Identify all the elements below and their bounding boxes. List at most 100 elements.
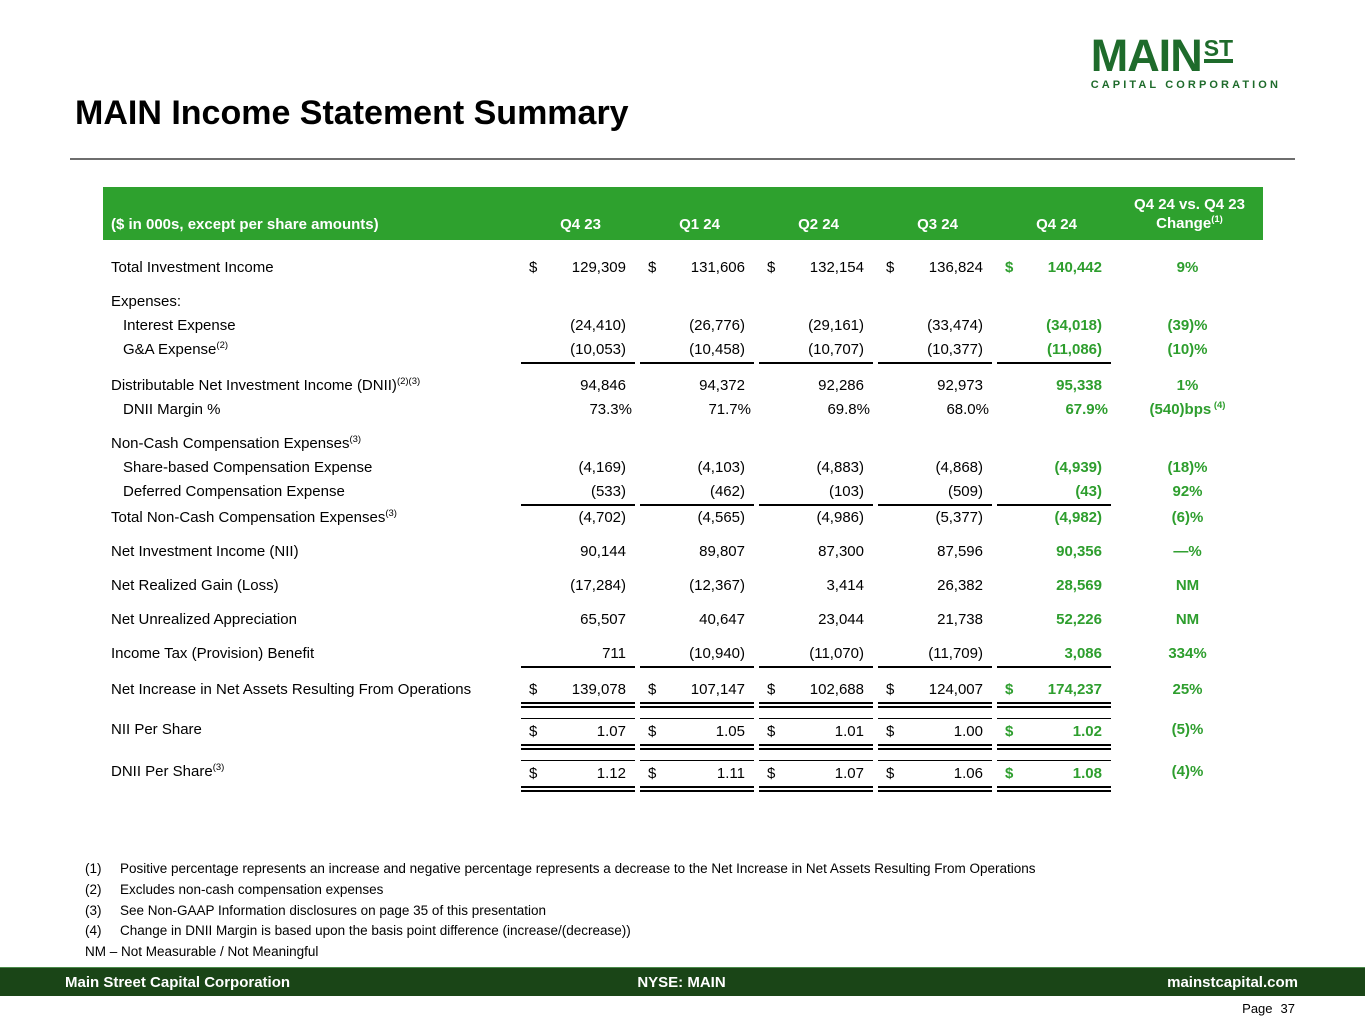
value-cell: 23,044 (759, 608, 878, 632)
change-cell: (6)% (1171, 509, 1204, 526)
footer-bar: Main Street Capital Corporation NYSE: MA… (0, 967, 1365, 996)
value-cell: (4,868) (878, 456, 997, 480)
cell-value: (4,702) (578, 509, 626, 526)
table-header-label: ($ in 000s, except per share amounts) (111, 216, 379, 233)
cell-value: (4,103) (697, 459, 745, 476)
cell-value: (5,377) (935, 509, 983, 526)
value-cell: (10,707) (759, 338, 878, 364)
table-row: Total Investment Income $129,309 $131,606 $… (103, 256, 1263, 280)
change-cell: (4)% (1171, 763, 1204, 780)
value-cell: (10,053) (521, 338, 640, 364)
cell-value: 69.8% (827, 401, 870, 418)
dollar-sign: $ (1005, 259, 1014, 276)
value-cell: 92,286 (759, 374, 878, 398)
row-label: Expenses: (111, 293, 182, 310)
cell-value: 1.08 (1072, 765, 1102, 782)
footnote: (2) Excludes non-cash compensation expens… (85, 880, 1036, 901)
value-cell: (4,702) (521, 506, 640, 530)
footnote: (3) See Non-GAAP Information disclosures … (85, 901, 1036, 922)
row-label: DNII Per Share(3) (111, 762, 225, 780)
table-row: Income Tax (Provision) Benefit 711 (10,940… (103, 642, 1263, 668)
cell-value: 1.07 (834, 765, 864, 782)
footer-ticker: NYSE: MAIN (637, 973, 726, 991)
cell-value: (462) (709, 483, 745, 500)
cell-value: (43) (1075, 483, 1102, 500)
dollar-sign: $ (648, 681, 657, 698)
value-cell: 65,507 (521, 608, 640, 632)
value-cell: 3,414 (759, 574, 878, 598)
logo-wordmark: MAIN ST (1091, 33, 1281, 78)
value-cell: (34,018) (997, 314, 1116, 338)
row-label: NII Per Share (111, 721, 202, 738)
change-cell: NM (1175, 611, 1200, 628)
table-row: Non-Cash Compensation Expenses(3) (103, 432, 1263, 456)
value-cell: (10,377) (878, 338, 997, 364)
value-cell: 87,300 (759, 540, 878, 564)
change-cell: (10)% (1167, 341, 1208, 358)
footer-website: mainstcapital.com (1167, 973, 1298, 991)
cell-value: 102,688 (809, 681, 864, 698)
page-number: Page 37 (1242, 1001, 1295, 1016)
value-cell: $1.07 (759, 760, 878, 792)
table-row: Total Non-Cash Compensation Expenses(3) (… (103, 506, 1263, 530)
value-cell: $1.11 (640, 760, 759, 792)
value-cell: $124,007 (878, 678, 997, 708)
cell-value: (12,367) (689, 577, 745, 594)
cell-value: 89,807 (699, 543, 745, 560)
value-cell: (462) (640, 480, 759, 506)
value-cell: 711 (521, 642, 640, 668)
cell-value: (11,086) (1046, 341, 1102, 358)
value-cell: 40,647 (640, 608, 759, 632)
table-row: DNII Per Share(3) $1.12 $1.11 $1.07 $1.06 $1.… (103, 760, 1263, 792)
change-cell: 1% (1176, 377, 1199, 394)
table-row: Deferred Compensation Expense (533) (462) (… (103, 480, 1263, 506)
change-column-header: Q4 24 vs. Q4 23 Change(1) (1116, 187, 1263, 240)
quarter-column-header: Q3 24 (917, 216, 958, 233)
cell-value: 92,973 (937, 377, 983, 394)
cell-value: 711 (602, 645, 626, 662)
change-cell: (5)% (1171, 721, 1204, 738)
cell-value: 132,154 (809, 259, 864, 276)
cell-value: (4,939) (1054, 459, 1102, 476)
value-cell: (4,103) (640, 456, 759, 480)
value-cell: $1.08 (997, 760, 1116, 792)
cell-value: 1.02 (1072, 723, 1102, 740)
cell-value: (26,776) (689, 317, 745, 334)
cell-value: (17,284) (570, 577, 626, 594)
cell-value: (4,565) (697, 509, 745, 526)
dollar-sign: $ (767, 765, 776, 782)
row-label: Non-Cash Compensation Expenses(3) (111, 434, 362, 452)
cell-value: 67.9% (1065, 401, 1108, 418)
cell-value: 23,044 (818, 611, 864, 628)
value-cell: $174,237 (997, 678, 1116, 708)
row-label: Total Investment Income (111, 259, 274, 276)
row-label: Net Increase in Net Assets Resulting Fro… (111, 681, 472, 698)
change-cell: (39)% (1167, 317, 1208, 334)
footnote: NM – Not Measurable / Not Meaningful (85, 942, 1036, 963)
footer-company: Main Street Capital Corporation (65, 973, 291, 991)
value-cell: (4,883) (759, 456, 878, 480)
value-cell: 94,846 (521, 374, 640, 398)
quarter-column-header: Q4 23 (560, 216, 601, 233)
dollar-sign: $ (1005, 765, 1014, 782)
value-cell: 67.9% (997, 398, 1116, 422)
dollar-sign: $ (529, 723, 538, 740)
value-cell: 28,569 (997, 574, 1116, 598)
change-cell: (18)% (1167, 459, 1208, 476)
cell-value: 1.05 (715, 723, 745, 740)
logo-st-superscript: ST (1203, 35, 1234, 63)
change-cell: 334% (1168, 645, 1207, 662)
value-cell: (4,169) (521, 456, 640, 480)
cell-value: (103) (828, 483, 864, 500)
value-cell: (4,986) (759, 506, 878, 530)
value-cell: 69.8% (759, 398, 878, 422)
cell-value: 73.3% (589, 401, 632, 418)
row-label: Net Realized Gain (Loss) (111, 577, 279, 594)
footnote-number: (3) (85, 902, 102, 918)
company-logo: MAIN ST CAPITAL CORPORATION (1091, 33, 1281, 91)
dollar-sign: $ (886, 765, 895, 782)
quarter-column-header: Q1 24 (679, 216, 720, 233)
cell-value: 129,309 (571, 259, 626, 276)
value-cell: (11,086) (997, 338, 1116, 364)
cell-value: (11,070) (809, 645, 864, 662)
